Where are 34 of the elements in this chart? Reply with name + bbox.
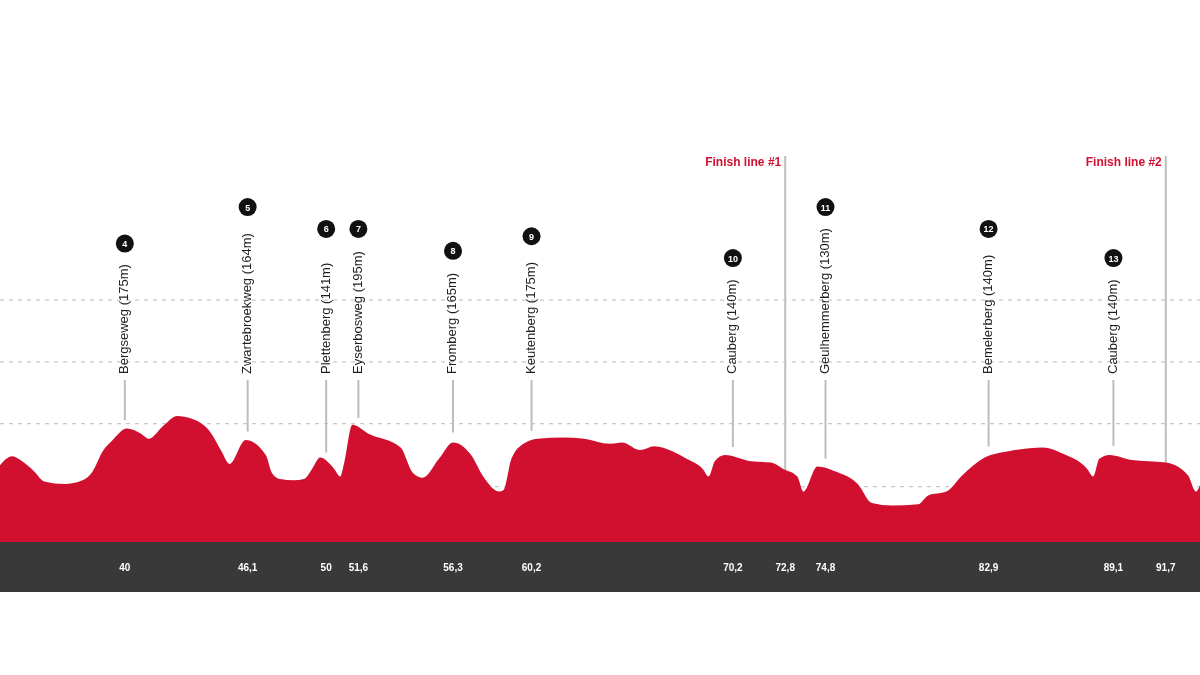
x-tick-label: 74,8 [815,562,836,573]
text: Cauberg (140m) [724,279,740,374]
text: Geulhemmerberg (130m) [816,228,832,374]
text: 10 [727,253,738,264]
text: Plettenberg (141m) [317,262,333,374]
text: 12 [983,224,994,235]
text: Bemelerberg (140m) [980,254,996,374]
x-tick-label: 60,2 [521,562,542,573]
text: 4 [122,239,128,250]
text: 8 [450,246,456,257]
x-tick-label: 91,7 [1156,562,1176,573]
x-tick-label: 50 [320,562,333,573]
text: Eyserbosweg (195m) [349,251,365,374]
x-tick-label: 40 [119,562,131,573]
text: 6 [323,224,329,235]
x-tick-label: 89,1 [1103,562,1124,573]
x-tick-label: 46,1 [237,562,258,573]
text: 11 [820,202,831,213]
text: 13 [1108,253,1119,264]
x-tick-label: 70,2 [723,562,744,573]
ref-line-label: Finish line #1 [705,155,782,169]
x-tick-label: 72,8 [775,562,796,573]
text: Zwartebroekweg (164m) [239,233,255,374]
x-tick-label: 82,9 [978,562,999,573]
x-tick-label: 51,6 [348,562,369,573]
text: 9 [529,231,535,242]
text: 5 [245,202,251,213]
text: Keutenberg (175m) [522,261,538,374]
text: Fromberg (165m) [444,272,460,374]
text: Bergseweg (175m) [116,264,132,374]
ref-line-label: Finish line #2 [1085,155,1163,169]
x-tick-label: 56,3 [443,562,464,573]
text: Cauberg (140m) [1104,279,1120,374]
text: 7 [355,224,361,235]
